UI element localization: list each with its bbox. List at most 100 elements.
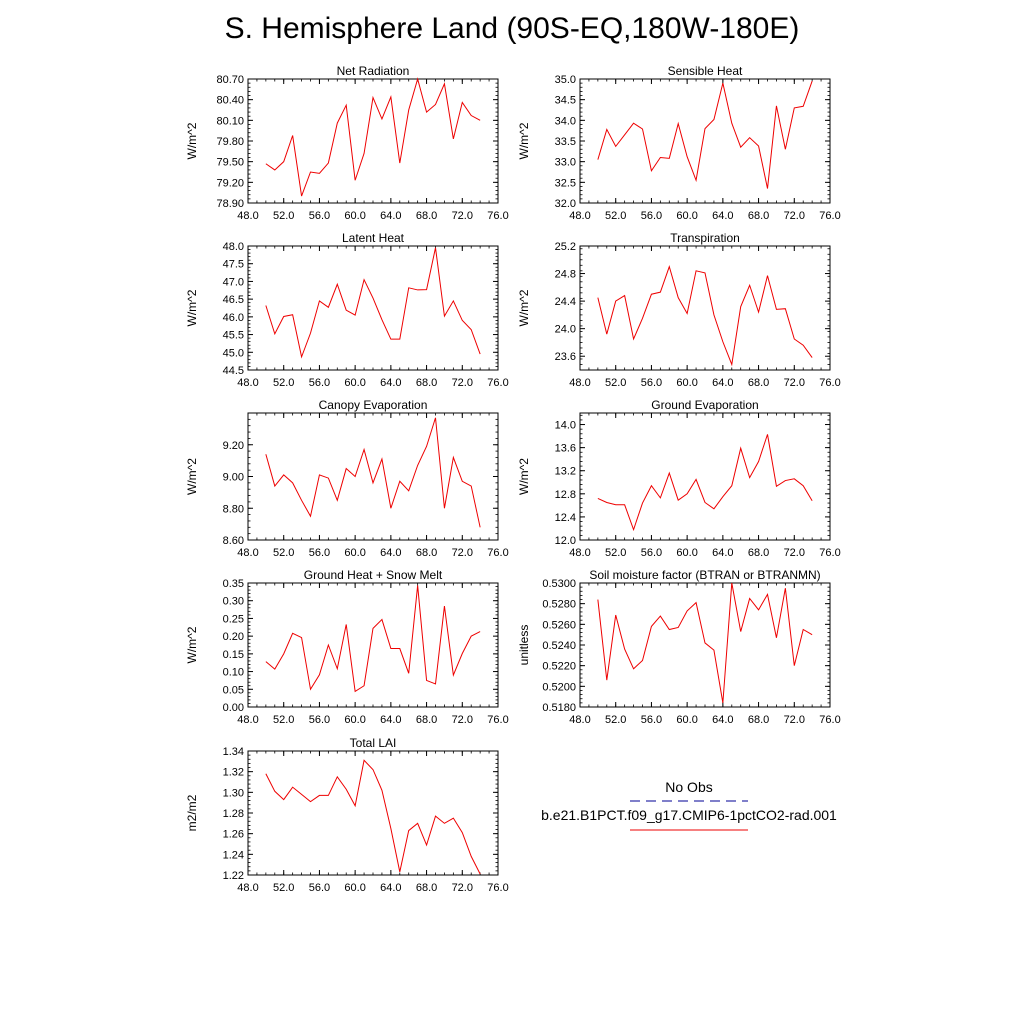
x-tick-label: 64.0 [712, 714, 733, 726]
x-tick-label: 76.0 [819, 714, 840, 726]
y-tick-label: 1.32 [223, 767, 244, 779]
x-tick-label: 56.0 [641, 210, 662, 222]
x-tick-label: 76.0 [487, 714, 508, 726]
x-tick-label: 72.0 [784, 377, 805, 389]
y-tick-label: 1.30 [223, 787, 244, 799]
plot-frame [247, 245, 499, 371]
y-tick-label: 45.5 [223, 330, 244, 342]
y-tick-label: 0.20 [223, 631, 244, 643]
y-tick-label: 1.24 [223, 849, 244, 861]
y-tick-label: 33.0 [555, 157, 576, 169]
x-tick-label: 64.0 [380, 714, 401, 726]
y-tick-label: 0.5180 [542, 702, 576, 714]
x-tick-label: 64.0 [380, 377, 401, 389]
y-tick-label: 24.0 [555, 324, 576, 336]
chart-title: Total LAI [350, 736, 397, 750]
x-tick-label: 56.0 [309, 882, 330, 894]
y-tick-label: 0.5280 [542, 599, 576, 611]
x-tick-label: 52.0 [605, 714, 626, 726]
x-tick-label: 68.0 [416, 210, 437, 222]
chart-title: Ground Heat + Snow Melt [304, 568, 443, 582]
x-tick-label: 76.0 [487, 377, 508, 389]
y-axis-label: W/m^2 [517, 122, 531, 159]
x-tick-label: 68.0 [416, 547, 437, 559]
chart-title: Sensible Heat [668, 64, 743, 78]
x-tick-label: 64.0 [380, 210, 401, 222]
y-axis-label: unitless [517, 625, 531, 666]
y-tick-label: 0.5220 [542, 661, 576, 673]
x-tick-label: 60.0 [676, 377, 697, 389]
x-tick-label: 60.0 [344, 210, 365, 222]
series-line [597, 80, 813, 189]
chart-panel-3: Transpiration W/m^2 48.0 52.0 56.0 60.0 64.0 68… [517, 231, 841, 389]
x-tick-label: 56.0 [309, 714, 330, 726]
x-tick-label: 72.0 [452, 547, 473, 559]
x-tick-label: 52.0 [273, 882, 294, 894]
y-tick-label: 47.0 [223, 276, 244, 288]
chart-panel-8: Total LAI m2/m2 48.0 52.0 56.0 60.0 64.0 68.0 72… [185, 736, 509, 894]
y-tick-label: 12.4 [555, 512, 576, 524]
chart-panel-7: Soil moisture factor (BTRAN or BTRANMN) u… [517, 568, 841, 726]
x-tick-label: 60.0 [344, 882, 365, 894]
x-tick-label: 48.0 [569, 377, 590, 389]
x-tick-label: 76.0 [487, 547, 508, 559]
y-tick-label: 0.35 [223, 578, 244, 590]
y-tick-label: 0.25 [223, 613, 244, 625]
legend-title: No Obs [665, 779, 713, 795]
x-tick-label: 64.0 [712, 547, 733, 559]
y-tick-label: 0.10 [223, 667, 244, 679]
y-tick-label: 47.5 [223, 259, 244, 271]
x-tick-label: 60.0 [676, 547, 697, 559]
x-tick-label: 52.0 [605, 377, 626, 389]
y-tick-label: 0.5240 [542, 640, 576, 652]
plot-frame [579, 78, 831, 204]
y-tick-label: 0.5300 [542, 578, 576, 590]
x-tick-label: 56.0 [641, 377, 662, 389]
legend-lines [630, 800, 748, 831]
chart-title: Canopy Evaporation [319, 398, 428, 412]
x-tick-label: 64.0 [712, 210, 733, 222]
x-tick-label: 72.0 [452, 210, 473, 222]
series-line [265, 77, 481, 197]
y-tick-label: 44.5 [223, 365, 244, 377]
y-tick-label: 0.05 [223, 684, 244, 696]
y-tick-label: 8.80 [223, 503, 244, 515]
y-tick-label: 0.00 [223, 702, 244, 714]
x-tick-label: 72.0 [784, 547, 805, 559]
chart-title: Soil moisture factor (BTRAN or BTRANMN) [589, 568, 820, 582]
x-tick-label: 56.0 [309, 377, 330, 389]
y-tick-label: 0.5200 [542, 681, 576, 693]
y-tick-label: 46.0 [223, 312, 244, 324]
x-tick-label: 76.0 [819, 210, 840, 222]
series-line [265, 585, 481, 693]
x-tick-label: 76.0 [487, 882, 508, 894]
y-axis-label: W/m^2 [517, 458, 531, 495]
x-tick-label: 68.0 [748, 714, 769, 726]
chart-title: Ground Evaporation [651, 398, 758, 412]
chart-title: Transpiration [670, 231, 740, 245]
y-tick-label: 0.15 [223, 649, 244, 661]
y-tick-label: 79.80 [216, 136, 244, 148]
y-tick-label: 1.28 [223, 808, 244, 820]
x-tick-label: 52.0 [605, 547, 626, 559]
y-tick-label: 25.2 [555, 241, 576, 253]
x-tick-label: 52.0 [605, 210, 626, 222]
x-tick-label: 48.0 [569, 210, 590, 222]
x-tick-label: 68.0 [748, 377, 769, 389]
y-tick-label: 0.5260 [542, 619, 576, 631]
x-tick-label: 76.0 [819, 377, 840, 389]
series-line [265, 247, 481, 359]
chart-title: Net Radiation [337, 64, 410, 78]
series-line [265, 417, 481, 528]
series-line [597, 582, 813, 703]
y-tick-label: 79.20 [216, 177, 244, 189]
x-tick-label: 48.0 [237, 210, 258, 222]
y-tick-label: 32.5 [555, 177, 576, 189]
y-tick-label: 33.5 [555, 136, 576, 148]
x-tick-label: 68.0 [748, 210, 769, 222]
chart-panel-2: Latent Heat W/m^2 48.0 52.0 56.0 60.0 64.0 68.0… [185, 231, 509, 389]
x-tick-label: 68.0 [416, 882, 437, 894]
y-tick-label: 34.5 [555, 95, 576, 107]
y-axis-label: W/m^2 [185, 458, 199, 495]
